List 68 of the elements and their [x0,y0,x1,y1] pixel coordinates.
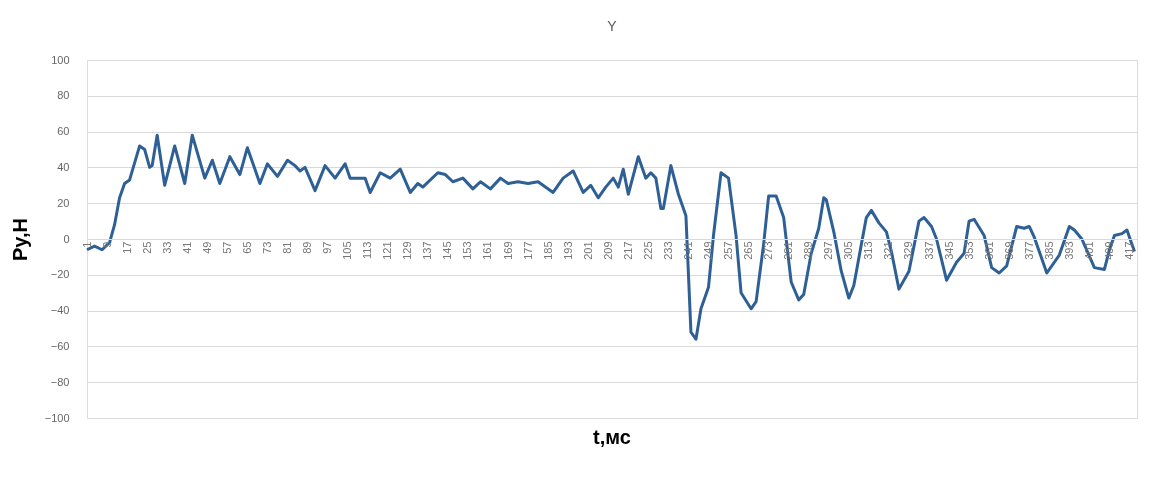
x-tick-label: 345 [942,241,955,260]
x-tick-label: 297 [822,241,835,260]
y-tick-label: −100 [44,411,70,424]
x-tick-label: 265 [742,241,755,260]
x-tick-label: 9 [100,241,113,248]
x-tick-label: 313 [862,241,875,260]
x-tick-label: 409 [1102,241,1115,260]
y-tick-label: −40 [50,304,70,317]
y-tick-label: 40 [57,160,70,173]
x-tick-label: 17 [120,241,133,254]
x-tick-label: 177 [521,241,534,260]
x-tick-label: 81 [280,241,293,254]
chart-title: Y [607,18,618,34]
y-tick-label: 20 [57,196,70,209]
x-tick-label: 401 [1082,241,1095,260]
y-tick-label: −80 [50,375,70,388]
x-tick-label: 305 [842,241,855,260]
x-tick-label: 113 [361,241,374,260]
x-tick-label: 233 [661,241,674,260]
x-tick-label: 417 [1122,241,1135,260]
x-tick-label: 337 [922,241,935,260]
x-tick-label: 377 [1022,241,1035,260]
x-tick-label: 209 [601,241,614,260]
x-tick-label: 105 [341,241,354,260]
x-tick-label: 25 [140,241,153,254]
x-tick-label: 121 [381,241,394,260]
x-tick-label: 281 [782,241,795,260]
x-tick-label: 369 [1002,241,1015,260]
x-tick-label: 289 [802,241,815,260]
x-tick-label: 193 [561,241,574,260]
line-series [85,133,1136,341]
x-tick-label: 1 [80,241,93,248]
x-tick-label: 57 [220,241,233,254]
x-tick-label: 41 [180,241,193,254]
x-tick-label: 329 [902,241,915,260]
x-tick-label: 33 [160,241,173,254]
x-tick-label: 321 [882,241,895,260]
x-tick-label: 385 [1042,241,1055,260]
y-tick-label: 80 [57,89,70,102]
x-tick-label: 217 [621,241,634,260]
x-tick-label: 169 [501,241,514,260]
y-tick-label: 100 [51,53,70,66]
x-tick-label: 137 [421,241,434,260]
x-tick-label: 361 [982,241,995,260]
x-tick-label: 273 [762,241,775,260]
y-tick-label: 0 [63,232,70,245]
x-tick-label: 161 [481,241,494,260]
x-tick-label: 65 [240,241,253,254]
x-tick-label: 145 [441,241,454,260]
x-tick-label: 353 [962,241,975,260]
y-tick-label: −20 [50,268,70,281]
x-tick-label: 49 [200,241,213,254]
x-tick-label: 393 [1062,241,1075,260]
x-tick-label: 241 [681,241,694,260]
x-tick-label: 129 [401,241,414,260]
x-tick-label: 257 [722,241,735,260]
x-tick-label: 201 [581,241,594,260]
x-tick-label: 73 [260,241,273,254]
x-tick-label: 249 [701,241,714,260]
y-tick-label: −60 [50,339,70,352]
x-tick-label: 97 [321,241,334,254]
x-tick-label: 89 [301,241,314,254]
x-tick-label: 225 [641,241,654,260]
x-tick-label: 185 [541,241,554,260]
x-axis-title: t,мс [593,426,631,448]
x-tick-label: 153 [461,241,474,260]
y-tick-label: 60 [57,125,70,138]
y-axis-title: Ру,Н [8,218,31,261]
